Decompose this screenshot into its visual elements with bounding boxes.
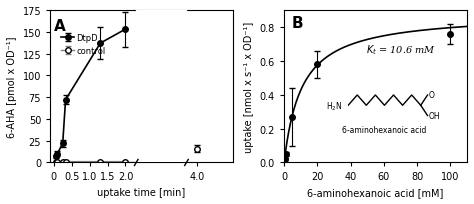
Legend: DtpD, control: DtpD, control [58,30,109,59]
Bar [136,11,186,163]
Y-axis label: 6-AHA [pmol x OD⁻¹]: 6-AHA [pmol x OD⁻¹] [7,36,17,137]
X-axis label: 6-aminohexanoic acid [mM]: 6-aminohexanoic acid [mM] [308,187,444,197]
Text: A: A [54,19,65,33]
Text: B: B [292,16,303,30]
Text: $K_t$ = 10.6 mM: $K_t$ = 10.6 mM [366,43,437,57]
X-axis label: uptake time [min]: uptake time [min] [98,187,186,197]
Y-axis label: uptake [nmol x s⁻¹ x OD⁻¹]: uptake [nmol x s⁻¹ x OD⁻¹] [244,21,254,152]
